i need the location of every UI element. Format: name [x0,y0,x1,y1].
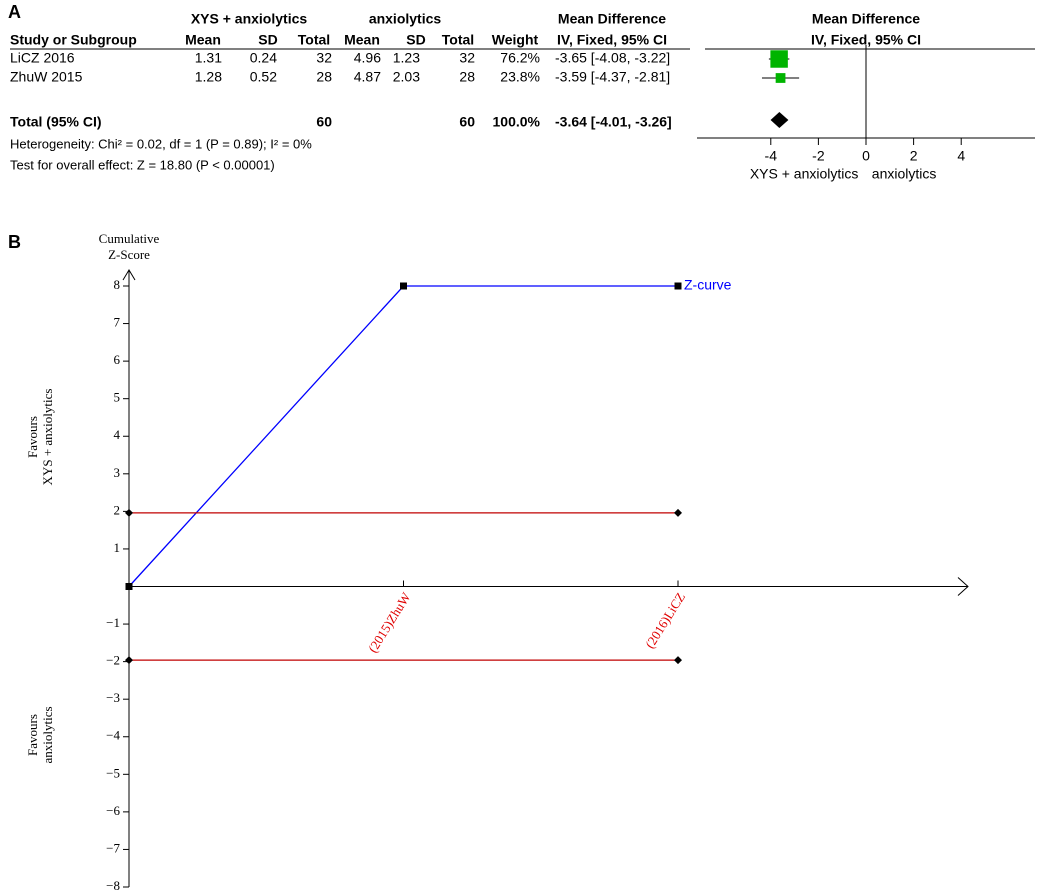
y-axis [122,269,136,887]
total-cell: 60 [316,114,332,130]
x-tick-label: (2015)ZhuW [365,589,414,655]
column-header: Mean [344,32,380,48]
x-axis [129,577,969,596]
table-cell: 2.03 [393,69,420,85]
y-tick-label: 4 [114,427,121,442]
favours-label: anxiolytics [872,166,937,182]
y-side-label: XYS + anxiolytics [40,389,55,486]
column-header: IV, Fixed, 95% CI [557,32,667,48]
point-marker [674,282,682,290]
y-tick-label: 5 [114,390,121,405]
group-header: Mean Difference [812,11,920,27]
column-header: Mean [185,32,221,48]
y-axis-title: Z-Score [108,247,150,262]
y-tick-label: −2 [106,653,120,668]
series-label: Z-curve [684,277,732,293]
y-tick-label: 3 [114,465,121,480]
panel-label: B [8,232,21,252]
x-tick-label: (2016)LiCZ [642,590,688,651]
boundary-marker [674,656,682,665]
table-cell: 28 [316,69,332,85]
panel-label: A [8,2,21,22]
table-cell: 0.52 [250,69,277,85]
table-cell: ZhuW 2015 [10,69,83,85]
column-header: IV, Fixed, 95% CI [811,32,921,48]
y-tick-label: −3 [106,690,120,705]
column-header: Study or Subgroup [10,32,137,48]
heterogeneity: Heterogeneity: Chi² = 0.02, df = 1 (P = … [10,136,312,151]
series-line [128,285,678,587]
y-tick-label: −7 [106,840,120,855]
table-cell: 76.2% [500,50,540,66]
table-cell: -3.59 [-4.37, -2.81] [555,69,670,85]
y-tick-label: −5 [106,765,120,780]
column-header: SD [406,32,425,48]
y-tick-label: 8 [114,277,121,292]
overall-effect: Test for overall effect: Z = 18.80 (P < … [10,157,275,172]
boundary-marker [125,508,133,517]
total-cell: 60 [459,114,475,130]
total-diamond [770,112,789,128]
y-axis-title: Cumulative [99,231,160,246]
table-cell: 4.87 [354,69,381,85]
table-cell: -3.65 [-4.08, -3.22] [555,50,670,66]
y-tick-label: 2 [114,502,121,517]
favours-label: XYS + anxiolytics [750,166,859,182]
y-tick-label: −4 [106,728,120,743]
column-header: Total [298,32,330,48]
boundary-marker [125,656,133,665]
column-header: SD [258,32,277,48]
group-header: XYS + anxiolytics [191,11,308,27]
point-marker [125,583,133,590]
x-tick-label: 4 [957,148,965,164]
group-header: Mean Difference [558,11,666,27]
table-cell: 1.23 [393,50,420,66]
total-cell: -3.64 [-4.01, -3.26] [555,114,672,130]
y-tick-label: −6 [106,803,120,818]
table-cell: 32 [459,50,475,66]
table-cell: 1.31 [195,50,222,66]
x-tick-label: 2 [910,148,918,164]
table-cell: 23.8% [500,69,540,85]
point-marker [400,282,407,290]
column-header: Total [442,32,474,48]
y-side-label: Favours [25,416,40,458]
table-cell: 1.28 [195,69,222,85]
table-cell: 4.96 [354,50,381,66]
x-tick-label: -2 [812,148,825,164]
y-tick-label: −8 [106,878,120,893]
y-tick-label: 1 [114,540,121,555]
table-cell: LiCZ 2016 [10,50,75,66]
y-side-label: anxiolytics [40,706,55,763]
y-tick-label: 7 [114,315,121,330]
group-header: anxiolytics [369,11,442,27]
study-square [770,50,788,68]
x-tick-label: -4 [765,148,778,164]
table-cell: 32 [316,50,332,66]
table-cell: 0.24 [250,50,277,66]
total-cell: 100.0% [493,114,541,130]
table-cell: 28 [459,69,475,85]
x-tick-label: 0 [862,148,870,164]
total-cell: Total (95% CI) [10,114,102,130]
study-square [775,73,786,83]
y-tick-label: 6 [114,352,121,367]
boundary-marker [674,508,682,517]
y-tick-label: −1 [106,615,120,630]
y-side-label: Favours [25,714,40,756]
column-header: Weight [492,32,539,48]
